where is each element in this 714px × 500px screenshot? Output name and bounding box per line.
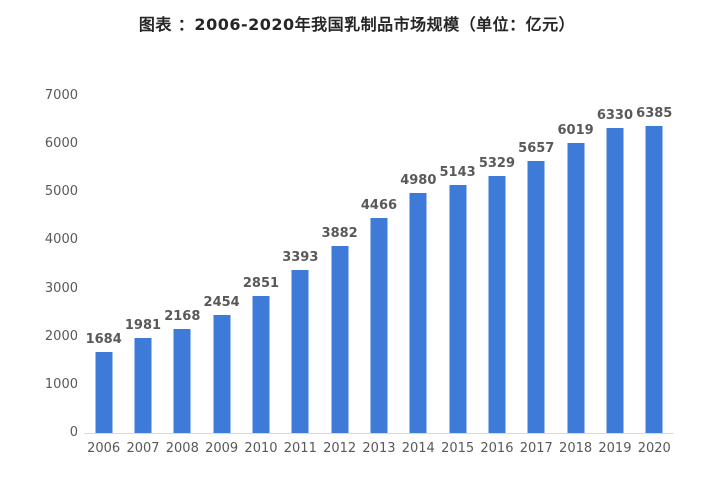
bar-value-label: 1684 <box>85 331 122 347</box>
bar-group-2013: 4466 <box>359 96 398 433</box>
x-tick-label: 2011 <box>283 441 317 456</box>
bar-value-label: 4466 <box>360 198 398 213</box>
bar-value-label: 2851 <box>242 275 280 291</box>
bar-2008 <box>173 328 191 433</box>
y-tick-label: 7000 <box>44 88 78 103</box>
bars-container: 1684 1981 2168 2454 2851 3393 3882 4466 4980 5143… <box>84 96 674 433</box>
bar-value-label: 4980 <box>400 173 437 189</box>
x-tick-label: 2019 <box>598 441 632 456</box>
x-tick-label: 2009 <box>205 441 239 456</box>
y-tick-label: 1000 <box>44 376 78 392</box>
bar-group-2014: 4980 <box>399 96 438 433</box>
bar-value-label: 1981 <box>124 317 162 333</box>
x-axis-line <box>84 433 674 434</box>
bar-value-label: 5143 <box>439 165 476 181</box>
bar-value-label: 3882 <box>321 226 358 242</box>
bar-2009 <box>213 314 231 433</box>
bar-2013 <box>370 218 388 433</box>
bar-value-label: 6019 <box>557 123 594 139</box>
bar-2012 <box>331 246 349 433</box>
bar-group-2006: 1684 <box>84 96 123 433</box>
bar-2019 <box>606 128 624 433</box>
bar-group-2015: 5143 <box>438 96 477 433</box>
x-tick-label: 2018 <box>559 441 593 456</box>
bar-group-2008: 2168 <box>163 96 202 433</box>
bar-value-label: 6330 <box>596 108 634 124</box>
y-tick-label: 5000 <box>44 184 78 200</box>
bar-2006 <box>95 351 113 433</box>
x-tick-label: 2012 <box>323 441 357 456</box>
x-tick-label: 2014 <box>401 441 435 456</box>
x-tick-label: 2015 <box>441 441 475 456</box>
y-tick-label: 0 <box>69 425 78 440</box>
bar-value-label: 3393 <box>282 249 319 265</box>
bar-value-label: 2168 <box>164 308 201 324</box>
plot-area: 1684 1981 2168 2454 2851 3393 3882 4466 4980 5143… <box>84 96 674 434</box>
bar-2017 <box>527 160 545 433</box>
x-tick-label: 2017 <box>519 441 553 456</box>
x-axis: 2006 2007 2008 2009 2010 2011 2012 2013 2014 2015… <box>84 441 674 456</box>
bar-value-label: 2454 <box>203 294 240 310</box>
bar-group-2017: 5657 <box>517 96 556 433</box>
chart-title: 图表 ：2006-2020年我国乳制品市场规模（单位：亿元） <box>138 15 576 34</box>
bar-group-2007: 1981 <box>123 96 162 433</box>
bar-value-label: 5657 <box>518 140 555 156</box>
bar-group-2011: 3393 <box>281 96 320 433</box>
bar-2016 <box>488 176 506 433</box>
bar-2014 <box>409 193 427 433</box>
x-tick-label: 2020 <box>637 441 671 456</box>
bar-group-2010: 2851 <box>241 96 280 433</box>
bar-group-2018: 6019 <box>556 96 595 433</box>
bar-2007 <box>134 337 152 433</box>
x-tick-label: 2010 <box>244 441 278 456</box>
bar-2010 <box>252 295 270 433</box>
x-tick-label: 2006 <box>87 441 121 456</box>
x-tick-label: 2013 <box>362 441 396 456</box>
bar-2015 <box>449 185 467 433</box>
x-tick-label: 2016 <box>480 441 514 456</box>
y-tick-label: 3000 <box>44 280 78 296</box>
y-tick-label: 6000 <box>44 136 78 152</box>
bar-value-label: 5329 <box>478 156 516 172</box>
bar-group-2009: 2454 <box>202 96 241 433</box>
bar-group-2019: 6330 <box>595 96 634 433</box>
bar-value-label: 6385 <box>636 105 673 121</box>
y-tick-label: 2000 <box>44 328 78 344</box>
x-tick-label: 2008 <box>165 441 199 456</box>
bar-2011 <box>291 269 309 433</box>
bar-group-2012: 3882 <box>320 96 359 433</box>
bar-group-2020: 6385 <box>635 96 674 433</box>
bar-2018 <box>567 143 585 433</box>
bar-2020 <box>645 125 663 433</box>
x-tick-label: 2007 <box>126 441 160 456</box>
y-tick-label: 4000 <box>44 232 78 248</box>
bar-group-2016: 5329 <box>477 96 516 433</box>
